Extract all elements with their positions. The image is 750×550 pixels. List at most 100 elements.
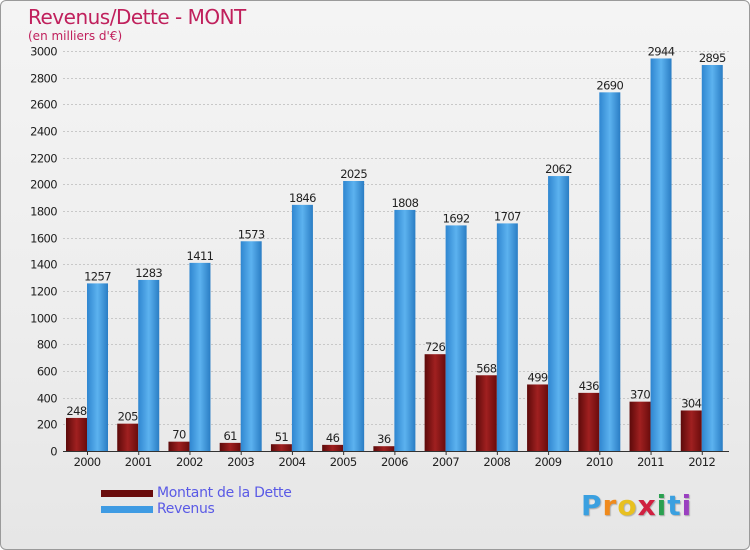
x-tick-label: 2004 bbox=[278, 455, 305, 469]
bar-dette bbox=[373, 446, 395, 451]
bar-revenus bbox=[548, 176, 570, 452]
bar-dette bbox=[322, 444, 344, 451]
logo-letter: r bbox=[602, 489, 618, 522]
data-label-revenus: 2944 bbox=[648, 44, 675, 58]
data-label-revenus: 1257 bbox=[84, 269, 111, 283]
y-tick-label: 600 bbox=[37, 365, 57, 379]
logo-letter: t bbox=[667, 489, 682, 522]
bar-dette bbox=[66, 417, 87, 451]
bars: 248 1257 205 1283 70 1411 61 1573 51 1846 46 2025 36… bbox=[66, 44, 727, 452]
bar-revenus bbox=[445, 225, 467, 451]
data-label-revenus: 1283 bbox=[135, 266, 162, 280]
x-tick-label: 2012 bbox=[688, 455, 715, 469]
y-tick-label: 1800 bbox=[30, 205, 57, 219]
data-label-dette: 370 bbox=[630, 388, 650, 402]
bar-revenus bbox=[291, 204, 313, 451]
data-label-dette: 499 bbox=[527, 370, 547, 384]
data-label-dette: 304 bbox=[681, 396, 701, 410]
data-label-revenus: 2895 bbox=[699, 51, 726, 65]
legend-item-dette: Montant de la Dette bbox=[101, 485, 292, 501]
data-label-revenus: 2062 bbox=[545, 162, 572, 176]
data-label-revenus: 1707 bbox=[494, 209, 521, 223]
bar-revenus bbox=[650, 58, 672, 451]
data-label-dette: 568 bbox=[476, 361, 496, 375]
logo-letter: o bbox=[617, 489, 638, 522]
x-tick-label: 2001 bbox=[125, 455, 152, 469]
data-label-revenus: 1573 bbox=[238, 227, 265, 241]
y-tick-label: 2000 bbox=[30, 178, 57, 192]
logo-letter: i bbox=[681, 489, 693, 522]
bar-dette bbox=[578, 392, 600, 451]
logo-letter: x bbox=[637, 489, 657, 522]
bar-revenus bbox=[189, 262, 211, 451]
bar-dette bbox=[475, 375, 497, 451]
x-tick-label: 2006 bbox=[381, 455, 408, 469]
data-label-dette: 61 bbox=[223, 429, 237, 443]
y-tick-label: 1400 bbox=[30, 258, 57, 272]
chart-subtitle: (en milliers d'€) bbox=[28, 29, 123, 43]
data-label-dette: 726 bbox=[425, 340, 445, 354]
data-label-dette: 205 bbox=[118, 410, 138, 424]
y-tick-label: 2200 bbox=[30, 152, 57, 166]
x-tick-label: 2003 bbox=[227, 455, 254, 469]
bar-dette bbox=[168, 441, 190, 451]
data-label-revenus: 1411 bbox=[187, 249, 214, 263]
data-label-dette: 46 bbox=[326, 431, 340, 445]
x-tick-label: 2011 bbox=[637, 455, 664, 469]
data-label-dette: 248 bbox=[66, 404, 86, 418]
logo-letter: i bbox=[656, 489, 668, 522]
x-tick-label: 2002 bbox=[176, 455, 203, 469]
data-label-revenus: 2690 bbox=[596, 78, 623, 92]
data-label-revenus: 1692 bbox=[443, 211, 470, 225]
chart-title: Revenus/Dette - MONT bbox=[28, 5, 246, 29]
x-tick-label: 2000 bbox=[74, 455, 101, 469]
bar-dette bbox=[527, 384, 549, 451]
bar-revenus bbox=[240, 241, 262, 451]
x-tick-label: 2010 bbox=[586, 455, 613, 469]
data-label-dette: 51 bbox=[275, 430, 289, 444]
legend-swatch-dette bbox=[101, 489, 153, 497]
y-tick-label: 1200 bbox=[30, 285, 57, 299]
logo-letter: P bbox=[581, 489, 603, 522]
bar-revenus bbox=[701, 65, 723, 451]
bar-revenus bbox=[599, 92, 621, 451]
x-tick-label: 2007 bbox=[432, 455, 459, 469]
data-label-dette: 36 bbox=[377, 432, 391, 446]
bar-dette bbox=[424, 354, 446, 451]
y-tick-label: 2400 bbox=[30, 125, 57, 139]
bar-revenus bbox=[87, 283, 108, 451]
y-tick-label: 800 bbox=[37, 338, 57, 352]
y-tick-label: 1600 bbox=[30, 232, 57, 246]
y-tick-label: 1000 bbox=[30, 312, 57, 326]
data-label-revenus: 1808 bbox=[391, 196, 418, 210]
legend: Montant de la Dette Revenus bbox=[101, 485, 292, 517]
legend-swatch-revenus bbox=[101, 505, 153, 513]
bar-dette bbox=[680, 410, 702, 451]
x-tick-label: 2009 bbox=[535, 455, 562, 469]
bar-dette bbox=[270, 444, 292, 451]
y-tick-label: 0 bbox=[50, 445, 57, 459]
bar-revenus bbox=[394, 209, 416, 451]
legend-item-revenus: Revenus bbox=[101, 501, 292, 517]
y-tick-label: 2600 bbox=[30, 98, 57, 112]
data-label-dette: 436 bbox=[579, 379, 599, 393]
bar-revenus bbox=[343, 181, 365, 451]
bar-dette bbox=[629, 401, 651, 451]
bar-dette bbox=[117, 423, 139, 451]
legend-label-dette: Montant de la Dette bbox=[157, 485, 292, 501]
proxiti-logo: Proxiti bbox=[581, 489, 692, 522]
x-tick-label: 2005 bbox=[330, 455, 357, 469]
bar-revenus bbox=[138, 279, 160, 451]
y-axis-ticks: 0 200 400 600 800 1000 1200 1400 1600 1800 2000 220… bbox=[30, 45, 58, 459]
legend-label-revenus: Revenus bbox=[157, 501, 215, 517]
y-tick-label: 400 bbox=[37, 392, 57, 406]
data-label-revenus: 2025 bbox=[340, 167, 367, 181]
y-tick-label: 200 bbox=[37, 418, 57, 432]
bar-dette bbox=[219, 442, 241, 451]
y-tick-label: 3000 bbox=[30, 45, 57, 59]
data-label-dette: 70 bbox=[172, 428, 186, 442]
x-axis-ticks: 2000 2001 2002 2003 2004 2005 2006 2007 2008 2009… bbox=[74, 451, 716, 469]
data-label-revenus: 1846 bbox=[289, 191, 316, 205]
